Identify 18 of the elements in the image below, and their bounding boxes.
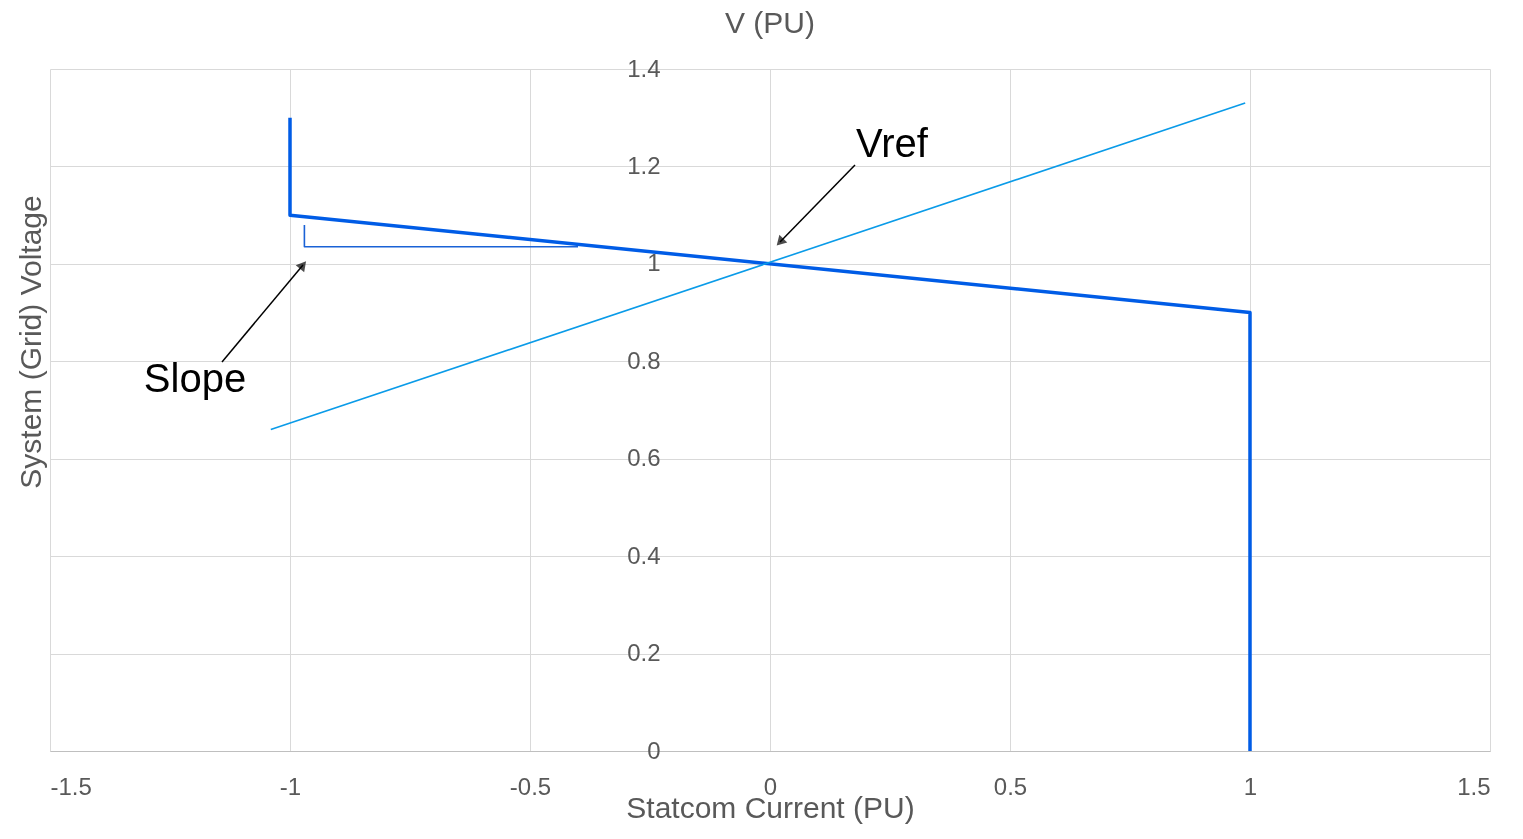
chart-title: V (PU): [725, 6, 815, 39]
y-tick-label: 0: [647, 736, 661, 764]
x-tick-label: 1.5: [1457, 772, 1491, 800]
y-tick-label: 0.6: [627, 444, 661, 472]
x-tick-label: -1.5: [50, 772, 92, 800]
y-tick-label: 0.2: [627, 639, 661, 667]
y-tick-label: 1.2: [627, 151, 661, 179]
y-tick-label: 0.4: [627, 541, 661, 569]
x-tick-label: 1: [1243, 772, 1258, 800]
y-tick-label: 0.8: [627, 346, 661, 374]
x-tick-label: -1: [279, 772, 302, 800]
annotation: Vref: [856, 121, 929, 165]
x-tick-label: -0.5: [509, 772, 552, 800]
y-axis-title: System (Grid) Voltage: [14, 195, 47, 489]
x-tick-label: 0.5: [993, 772, 1028, 800]
y-tick-label: 1: [647, 249, 661, 277]
annotation: Slope: [143, 356, 247, 400]
y-tick-label: 1.4: [627, 54, 661, 82]
